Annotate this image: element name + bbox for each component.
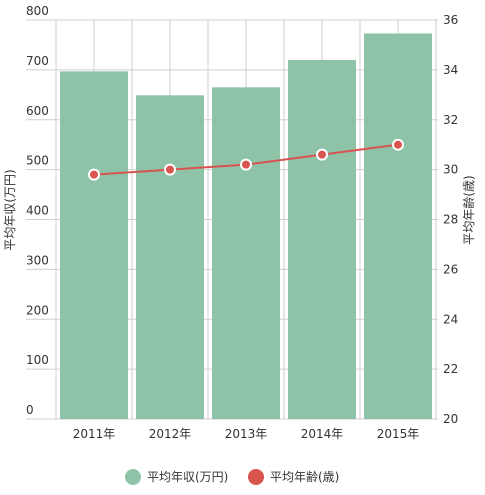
bar-2011年 xyxy=(60,71,128,419)
right-tick-label: 36 xyxy=(443,13,458,27)
bar-2012年 xyxy=(136,95,204,419)
left-tick-label: 800 xyxy=(26,4,49,18)
bar-2013年 xyxy=(212,87,280,420)
right-tick-label: 34 xyxy=(443,63,458,77)
line-point-2015年 xyxy=(392,138,404,151)
legend-label-age: 平均年齢(歳) xyxy=(270,469,339,484)
legend-swatch-age xyxy=(248,469,264,485)
right-tick-label: 20 xyxy=(443,412,458,426)
right-tick-label: 24 xyxy=(443,312,458,326)
left-axis-title: 平均年収(万円) xyxy=(3,169,17,250)
left-tick-label: 600 xyxy=(26,104,49,118)
bar-2014年 xyxy=(288,59,356,420)
x-tick-label: 2012年 xyxy=(149,427,192,441)
right-axis-ticks: 20 22 24 26 28 30 32 34 36 xyxy=(443,13,458,426)
right-tick-label: 26 xyxy=(443,262,458,276)
left-tick-label: 500 xyxy=(26,154,49,168)
x-tick-label: 2013年 xyxy=(225,427,268,441)
legend: 平均年収(万円) 平均年齢(歳) xyxy=(125,469,339,485)
bar-series xyxy=(60,33,432,420)
x-tick-label: 2015年 xyxy=(377,427,420,441)
right-tick-label: 32 xyxy=(443,113,458,127)
x-tick-label: 2011年 xyxy=(73,427,116,441)
line-series xyxy=(88,138,404,181)
line-point-2013年 xyxy=(240,158,252,171)
line-point-2014年 xyxy=(316,148,328,161)
left-axis-ticks: 0 100 200 300 400 500 600 700 800 xyxy=(26,4,49,417)
right-tick-label: 22 xyxy=(443,362,458,376)
left-tick-label: 700 xyxy=(26,54,49,68)
left-tick-label: 100 xyxy=(26,353,49,367)
legend-label-income: 平均年収(万円) xyxy=(147,470,228,484)
left-tick-label: 300 xyxy=(26,253,49,267)
line-point-2012年 xyxy=(164,163,176,176)
right-tick-label: 28 xyxy=(443,213,458,227)
left-tick-label: 400 xyxy=(26,204,49,218)
x-axis-ticks: 2011年 2012年 2013年 2014年 2015年 xyxy=(73,427,420,441)
line-point-2011年 xyxy=(88,168,100,181)
bar-2015年 xyxy=(364,33,432,420)
right-tick-label: 30 xyxy=(443,163,458,177)
legend-swatch-income xyxy=(125,469,141,485)
left-tick-label: 0 xyxy=(26,403,34,417)
left-tick-label: 200 xyxy=(26,303,49,317)
x-tick-label: 2014年 xyxy=(301,427,344,441)
right-axis-title: 平均年齢(歳) xyxy=(461,175,476,244)
